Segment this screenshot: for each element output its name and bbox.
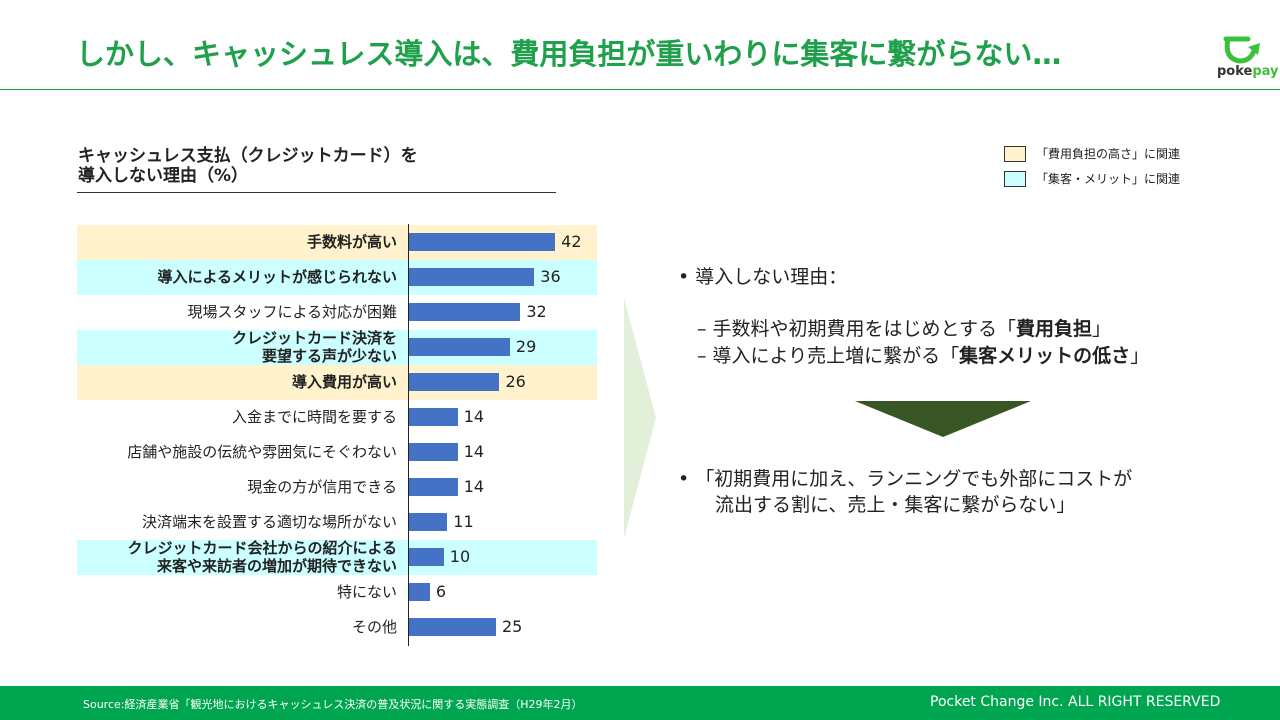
text: 」: [1130, 345, 1150, 367]
category-label-line: 導入費用が高い: [291, 373, 397, 391]
data-label: 14: [463, 442, 485, 461]
category-label: 店舗や施設の伝統や雰囲気にそぐわない: [127, 443, 397, 461]
bar: [409, 408, 458, 426]
bar: [409, 513, 448, 531]
copyright: Pocket Change Inc. ALL RIGHT RESERVED: [930, 694, 1221, 710]
chart-title-line-2: 導入しない理由（%）: [78, 166, 249, 186]
text: 手数料や初期費用をはじめとする「: [712, 318, 1016, 340]
category-label-line: クレジットカード会社からの紹介による: [127, 539, 397, 557]
category-label: 入金までに時間を要する: [232, 408, 397, 426]
reason-cost: – 手数料や初期費用をはじめとする「費用負担」: [697, 318, 1112, 340]
data-label: 14: [463, 407, 485, 426]
data-label: 32: [526, 302, 547, 321]
category-label: 導入費用が高い: [292, 373, 397, 391]
category-label: その他: [352, 618, 397, 636]
bar: [409, 268, 535, 286]
data-label: 42: [561, 232, 582, 251]
category-label-line: 入金までに時間を要する: [231, 408, 397, 426]
footer: Source:経済産業省「観光地におけるキャッシュレス決済の普及状況に関する実態…: [0, 686, 1280, 720]
conclusion: • 「初期費用に加え、ランニングでも外部にコストが 流出する割に、売上・集客に繋が…: [678, 468, 1133, 516]
chart-title-line-1: キャッシュレス支払（クレジットカード）を: [78, 146, 418, 166]
legend-label: 「費用負担の高さ」に関連: [1036, 147, 1181, 161]
row-highlight: [77, 330, 597, 365]
bar: [409, 303, 521, 321]
bar: [409, 618, 496, 636]
data-label: 11: [453, 512, 474, 531]
text: 「初期費用に加え、ランニングでも外部にコストが: [695, 468, 1133, 490]
bar: [409, 373, 500, 391]
category-label-line: 現場スタッフによる対応が困難: [187, 303, 397, 321]
bold-text: 集客メリットの低さ: [959, 345, 1131, 367]
legend-cost: 「費用負担の高さ」に関連: [1004, 145, 1180, 162]
legend-swatch: [1004, 145, 1026, 162]
chart-title: キャッシュレス支払（クレジットカード）を 導入しない理由（%）: [78, 146, 418, 186]
reason-title: 導入しない理由：: [695, 266, 848, 288]
data-label: 36: [540, 267, 561, 286]
data-label: 10: [449, 547, 471, 566]
category-label: クレジットカード決済を 要望する声が少ない: [232, 329, 397, 365]
bar-chart: 手数料が高い 42 導入によるメリットが感じられない 36 現場スタッフによる対応が困難…: [0, 0, 640, 680]
category-label-line: クレジットカード決済を: [231, 329, 397, 347]
bar: [409, 338, 510, 356]
row-highlight: [77, 540, 597, 575]
category-label: 決済端末を設置する適切な場所がない: [142, 513, 397, 531]
bar: [409, 548, 444, 566]
text: 」: [1092, 318, 1112, 340]
header-divider: [0, 89, 1280, 90]
category-label: 現金の方が信用できる: [247, 478, 397, 496]
category-label-line: 現金の方が信用できる: [247, 478, 397, 496]
category-label: クレジットカード会社からの紹介による 来客や来訪者の増加が期待できない: [127, 539, 397, 575]
row-highlight: [77, 365, 597, 400]
category-label-line: 要望する声が少ない: [261, 347, 397, 365]
source-text: Source:経済産業省「観光地におけるキャッシュレス決済の普及状況に関する実態…: [83, 698, 583, 711]
category-label: 手数料が高い: [307, 233, 397, 251]
data-label: 26: [505, 372, 526, 391]
text: 導入により売上増に繋がる「: [712, 345, 960, 367]
data-label: 6: [435, 582, 447, 601]
bar: [409, 443, 458, 461]
category-label-line: 店舗や施設の伝統や雰囲気にそぐわない: [127, 443, 397, 461]
text: 流出する割に、売上・集客に繋がらない」: [715, 494, 1076, 516]
category-label-line: 特にない: [336, 583, 397, 601]
category-label-line: その他: [351, 618, 397, 636]
reason-merit: – 導入により売上増に繋がる「集客メリットの低さ」: [697, 345, 1150, 367]
data-label: 29: [515, 337, 537, 356]
category-label: 現場スタッフによる対応が困難: [187, 303, 397, 321]
y-axis: [408, 224, 409, 646]
title-underline: [77, 192, 556, 193]
data-label: 25: [502, 617, 523, 636]
data-label: 14: [463, 477, 485, 496]
category-label-line: 導入によるメリットが感じられない: [157, 268, 397, 286]
category-label-line: 決済端末を設置する適切な場所がない: [141, 513, 397, 531]
bar: [409, 233, 556, 251]
page-title: しかし、キャッシュレス導入は、費用負担が重いわりに集客に繋がらない…: [76, 37, 1062, 71]
bar: [409, 478, 458, 496]
category-label: 導入によるメリットが感じられない: [157, 268, 397, 286]
pokepay-logo-icon: [1223, 36, 1260, 64]
category-label-line: 手数料が高い: [306, 233, 397, 251]
category-label: 特にない: [337, 583, 397, 601]
legend-swatch: [1004, 170, 1026, 187]
arrow-chevron-icon: [624, 298, 656, 538]
down-triangle-icon: [855, 401, 1031, 437]
reason-heading: • 導入しない理由：: [678, 266, 848, 288]
logo-text: pokepay: [1217, 64, 1279, 79]
legend-merit: 「集客・メリット」に関連: [1004, 170, 1180, 187]
legend-label: 「集客・メリット」に関連: [1036, 172, 1181, 186]
category-label-line: 来客や来訪者の増加が期待できない: [156, 557, 397, 575]
bar: [409, 583, 430, 601]
bold-text: 費用負担: [1015, 318, 1092, 340]
